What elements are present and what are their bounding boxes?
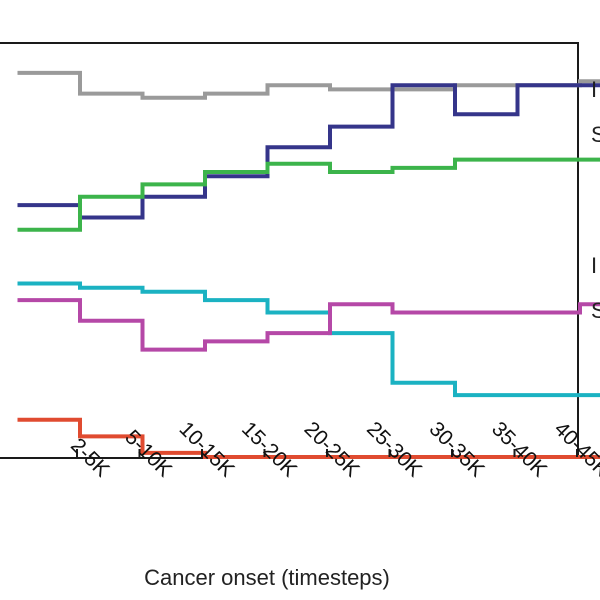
series-line-cyan <box>17 281 600 398</box>
x-axis-tick-labels: 2-5K 5-10K10-15K15-20K20-25K25-30K30-35K3… <box>66 417 600 481</box>
legend-fragment: S <box>591 298 600 323</box>
series-line-green <box>17 157 600 232</box>
x-tick-label: 20-25K <box>300 417 364 481</box>
x-tick-label: 35-40K <box>487 417 551 481</box>
series-layer <box>17 70 600 459</box>
x-tick-label: 10-15K <box>175 417 239 481</box>
series-line-magenta <box>17 298 600 352</box>
legend-fragment: I <box>591 77 597 102</box>
legend-fragment: S <box>591 122 600 147</box>
legend-fragment: I <box>591 253 597 278</box>
x-tick-label: 25-30K <box>362 417 426 481</box>
series-line-gray <box>17 70 600 100</box>
x-axis-title: Cancer onset (timesteps) <box>144 565 390 590</box>
x-tick-label: 30-35K <box>425 417 489 481</box>
x-axis-ticks <box>76 449 578 457</box>
x-tick-label: 15-20K <box>237 417 301 481</box>
series-line-red <box>17 417 600 459</box>
x-tick-label: 40-45K <box>550 417 600 481</box>
series-line-navy <box>17 83 600 220</box>
